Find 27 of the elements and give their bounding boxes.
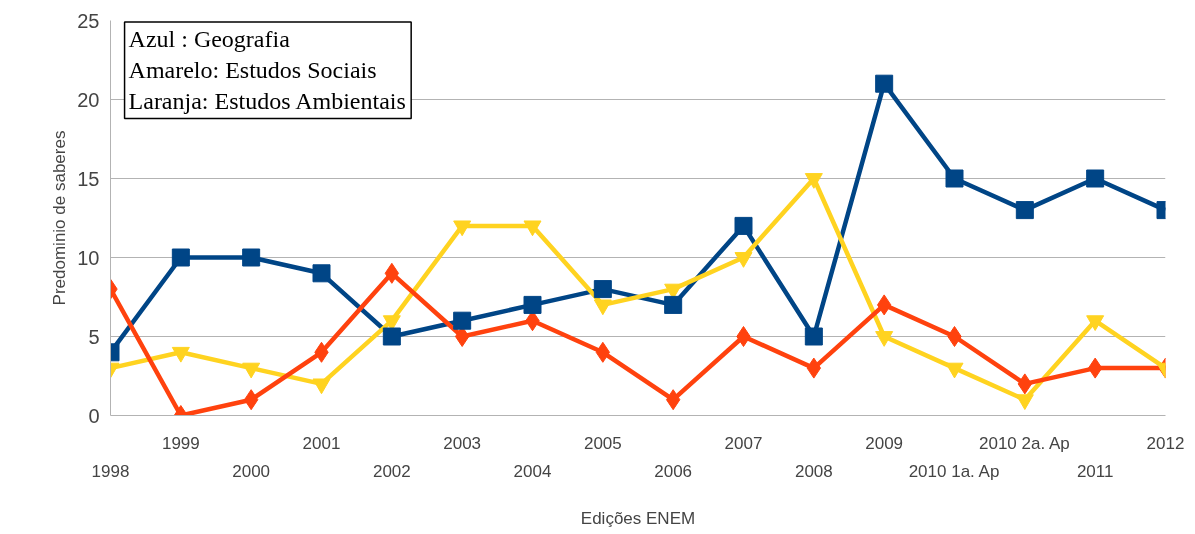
annotation: Amarelo: Estudos Sociais	[128, 57, 377, 84]
x-tick-label: 2010 2a. Ap	[978, 433, 1070, 453]
y-axis-title: Predominio de saberes	[50, 130, 70, 306]
x-tick-label: 2005	[583, 433, 622, 453]
y-tick-label: 20	[77, 88, 100, 111]
annotation: Azul : Geografia	[128, 26, 291, 53]
y-tick-label: 0	[88, 404, 100, 427]
y-tick-label: 15	[77, 167, 100, 190]
x-tick-label: 2012	[1146, 433, 1185, 453]
x-tick-label: 1999	[161, 433, 200, 453]
x-tick-label: 2003	[443, 433, 482, 453]
x-tick-label: 2007	[724, 433, 763, 453]
y-tick-label: 25	[77, 9, 100, 32]
x-tick-label: 2010 1a. Ap	[908, 461, 1000, 481]
x-tick-label: 2008	[794, 461, 833, 481]
x-axis-title: Edições ENEM	[580, 508, 696, 528]
annotation: Laranja: Estudos Ambientais	[128, 88, 406, 115]
y-tick-label: 10	[77, 246, 100, 269]
x-tick-label: 2000	[232, 461, 271, 481]
x-tick-label: 2011	[1076, 461, 1114, 481]
x-tick-label: 2006	[654, 461, 693, 481]
y-tick-label: 5	[88, 325, 100, 348]
x-tick-label: 2009	[865, 433, 904, 453]
x-tick-label: 2001	[302, 433, 341, 453]
x-tick-label: 2002	[372, 461, 411, 481]
x-tick-label: 2004	[513, 461, 552, 481]
x-tick-label: 1998	[91, 461, 130, 481]
